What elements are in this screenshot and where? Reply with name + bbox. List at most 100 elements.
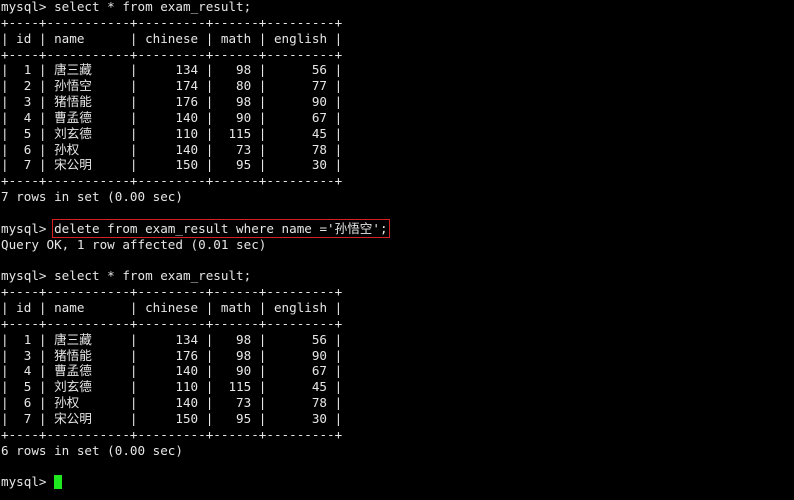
header-id: id: [16, 30, 32, 46]
table-separator: |: [1, 379, 17, 395]
table-separator: |: [327, 30, 343, 46]
table-border: +----+-----------+---------+------+-----…: [1, 284, 343, 300]
table-separator: |: [327, 109, 343, 125]
table-separator: |: [327, 141, 343, 157]
table-separator: |: [1, 157, 17, 173]
table-separator: |: [31, 94, 55, 110]
cell-chinese: 110: [175, 125, 199, 141]
cell-name: 宋公明: [54, 157, 92, 173]
active-prompt-line[interactable]: mysql>: [1, 474, 794, 490]
table-separator: |: [122, 331, 146, 347]
table-row: | 3 | 猪悟能 | 176 | 98 | 90 |: [1, 94, 794, 110]
table-separator: |: [327, 363, 343, 379]
table-separator: |: [31, 125, 55, 141]
cell-id: 7: [23, 157, 32, 173]
header-math: math: [220, 300, 252, 316]
cell-id: 6: [23, 395, 32, 411]
cell-english: 77: [311, 78, 328, 94]
table-separator: |: [31, 363, 55, 379]
header-id: id: [16, 300, 32, 316]
cell-math: 95: [236, 157, 252, 173]
cell-math: 115: [228, 379, 252, 395]
table-separator: |: [198, 157, 221, 173]
table-separator: |: [1, 347, 17, 363]
cell-english: 67: [311, 363, 328, 379]
table-separator: |: [122, 141, 146, 157]
blank-line: [1, 458, 794, 474]
prompt: mysql>: [1, 220, 55, 236]
table-separator: |: [327, 410, 343, 426]
command-line-select-1: mysql> select * from exam_result;: [1, 0, 794, 15]
cell-id: 3: [23, 347, 32, 363]
table-separator: |: [251, 300, 274, 316]
table-border: +----+-----------+---------+------+-----…: [1, 46, 343, 62]
header-name: name: [54, 30, 85, 46]
cell-id: 2: [23, 78, 32, 94]
table-row: | 6 | 孙权 | 140 | 73 | 78 |: [1, 142, 794, 158]
table-separator: |: [31, 331, 55, 347]
header-math: math: [220, 30, 252, 46]
cell-id: 1: [23, 62, 32, 78]
table-separator: |: [327, 62, 343, 78]
table-separator: |: [327, 157, 343, 173]
cell-chinese: 140: [175, 395, 199, 411]
table-border: +----+-----------+---------+------+-----…: [1, 315, 343, 331]
table-separator: |: [251, 30, 274, 46]
table-separator: |: [251, 109, 274, 125]
cell-chinese: 176: [175, 94, 199, 110]
table-separator: |: [122, 109, 146, 125]
table-separator: |: [122, 94, 146, 110]
command-text: select * from exam_result;: [54, 0, 252, 14]
prompt: mysql>: [1, 268, 55, 284]
cell-english: 30: [311, 157, 328, 173]
table-separator: |: [198, 109, 221, 125]
cell-chinese: 150: [175, 157, 199, 173]
table-separator: |: [251, 62, 274, 78]
table-separator: |: [31, 109, 55, 125]
cell-chinese: 134: [175, 331, 199, 347]
table-separator: |: [198, 30, 221, 46]
result-summary-2: 6 rows in set (0.00 sec): [1, 442, 183, 458]
cell-id: 1: [23, 331, 32, 347]
table-separator: |: [31, 347, 55, 363]
table-separator: |: [31, 379, 55, 395]
cell-english: 45: [311, 125, 328, 141]
table-separator: |: [198, 300, 221, 316]
table-separator: |: [327, 379, 343, 395]
cell-math: 98: [236, 94, 252, 110]
table-header: | id | name | chinese | math | english |: [1, 300, 794, 316]
table-separator: |: [122, 30, 146, 46]
table-header: | id | name | chinese | math | english |: [1, 31, 794, 47]
cell-math: 90: [236, 109, 252, 125]
table-separator: |: [198, 395, 221, 411]
header-name: name: [54, 300, 85, 316]
table-row: | 1 | 唐三藏 | 134 | 98 | 56 |: [1, 62, 794, 78]
table-separator: |: [31, 141, 55, 157]
table-separator: |: [122, 363, 146, 379]
table-separator: |: [327, 300, 343, 316]
table-row: | 7 | 宋公明 | 150 | 95 | 30 |: [1, 157, 794, 173]
table-separator: |: [1, 78, 17, 94]
terminal-output: mysql> select * from exam_result; +----+…: [1, 0, 794, 490]
cell-name: 唐三藏: [54, 62, 92, 78]
table-separator: |: [198, 125, 221, 141]
table-separator: |: [327, 78, 343, 94]
cell-math: 115: [228, 125, 252, 141]
table-separator: |: [31, 410, 55, 426]
cell-math: 98: [236, 347, 252, 363]
table-row: | 4 | 曹孟德 | 140 | 90 | 67 |: [1, 363, 794, 379]
text-cursor: [54, 475, 63, 490]
cell-name: 孙权: [54, 141, 80, 157]
cell-name: 刘玄德: [54, 379, 92, 395]
header-english: english: [273, 300, 328, 316]
table-separator: |: [1, 395, 17, 411]
cell-name: 唐三藏: [54, 331, 92, 347]
table-separator: |: [31, 157, 55, 173]
cell-name: 宋公明: [54, 410, 92, 426]
table-separator: |: [31, 62, 55, 78]
table-separator: |: [251, 347, 274, 363]
cell-chinese: 174: [175, 78, 199, 94]
table-separator: |: [1, 94, 17, 110]
header-english: english: [273, 30, 328, 46]
